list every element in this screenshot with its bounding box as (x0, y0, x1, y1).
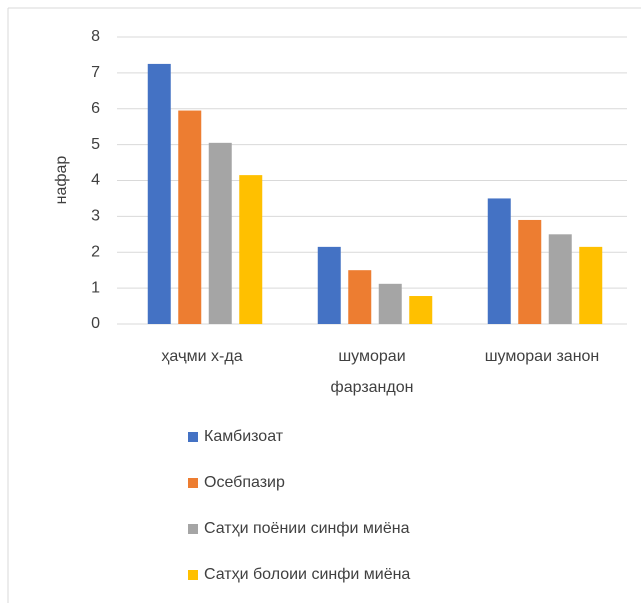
legend-label: Камбизоат (204, 428, 284, 445)
y-tick-label: 6 (91, 100, 100, 117)
y-axis-label: нафар (53, 156, 70, 205)
y-tick-label: 4 (91, 172, 100, 189)
y-tick-label: 2 (91, 243, 100, 260)
legend-swatch (188, 478, 198, 488)
y-tick-label: 7 (91, 64, 100, 81)
bar (317, 246, 341, 324)
legend-label: Сатҳи поёнии синфи миёна (204, 520, 410, 537)
legend-swatch (188, 570, 198, 580)
bar (147, 63, 171, 324)
x-tick-label: ҳаҷми х-да (161, 348, 243, 365)
bar (579, 246, 603, 324)
x-tick-label: шумораи фарзандон (330, 348, 414, 396)
legend-swatch (188, 524, 198, 534)
bar (518, 219, 542, 324)
y-tick-label: 5 (91, 136, 100, 153)
y-tick-label: 1 (91, 279, 100, 296)
bar (487, 198, 511, 324)
bar (409, 296, 433, 324)
bar (208, 142, 232, 324)
bar (178, 110, 202, 324)
y-tick-label: 0 (91, 315, 100, 332)
x-tick-label: шумораи занон (484, 348, 600, 365)
legend-swatch (188, 432, 198, 442)
bar (378, 283, 402, 324)
bar (348, 270, 372, 324)
bar (548, 234, 572, 324)
y-tick-label: 8 (91, 28, 100, 45)
legend-label: Осебпазир (204, 474, 285, 491)
y-tick-label: 3 (91, 208, 100, 225)
legend-label: Сатҳи болоии синфи миёна (204, 566, 410, 583)
bar (239, 175, 263, 324)
